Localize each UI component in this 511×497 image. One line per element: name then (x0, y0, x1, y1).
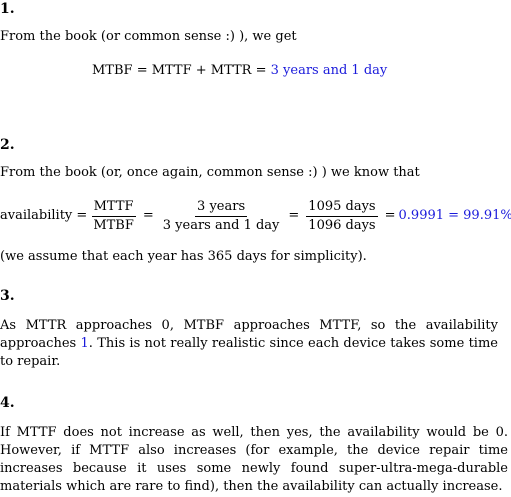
fraction-mttf-numerator: MTTF (91, 198, 136, 217)
mtbf-equation-result: 3 years and 1 day (270, 63, 388, 78)
fraction-years-denominator: 3 years and 1 day (162, 217, 280, 233)
section-3-highlight: 1 (80, 336, 89, 351)
availability-result: 0.9991 = 99.91% (398, 208, 511, 223)
fraction-mtbf-denominator: MTBF (93, 217, 134, 233)
section-3-paragraph: As MTTR approaches 0, MTBF approaches MT… (0, 317, 498, 371)
availability-equation: availability = MTTF MTBF = 3 years 3 yea… (0, 194, 511, 238)
equals-sign-b: = (288, 208, 300, 223)
section-2-number: 2. (0, 137, 15, 153)
fraction-days-numerator: 1095 days (306, 198, 378, 217)
fraction-years: 3 years 3 years and 1 day (161, 198, 282, 235)
fraction-years-numerator: 3 years (195, 198, 248, 217)
section-1-intro: From the book (or common sense :) ), we … (0, 29, 297, 44)
section-2-intro: From the book (or, once again, common se… (0, 165, 420, 180)
fraction-mttf-mtbf: MTTF MTBF (91, 198, 136, 235)
fraction-days: 1095 days 1096 days (306, 198, 378, 235)
mtbf-equation: MTBF = MTTF + MTTR = 3 years and 1 day (92, 62, 387, 80)
section-3-text-after: . This is not really realistic since eac… (0, 336, 498, 369)
section-4-paragraph: If MTTF does not increase as well, then … (0, 425, 508, 494)
mtbf-equation-lhs: MTBF = MTTF + MTTR = (92, 63, 267, 78)
section-4-number: 4. (0, 395, 15, 411)
equals-sign-c: = (384, 208, 396, 223)
section-2-note: (we assume that each year has 365 days f… (0, 249, 367, 264)
fraction-days-denominator: 1096 days (308, 217, 376, 233)
section-1-number: 1. (0, 1, 15, 17)
section-3-text-before: As MTTR approaches 0, MTBF approaches MT… (0, 318, 498, 351)
section-3-number: 3. (0, 288, 15, 304)
availability-label: availability = (0, 208, 88, 223)
equals-sign-a: = (142, 208, 154, 223)
